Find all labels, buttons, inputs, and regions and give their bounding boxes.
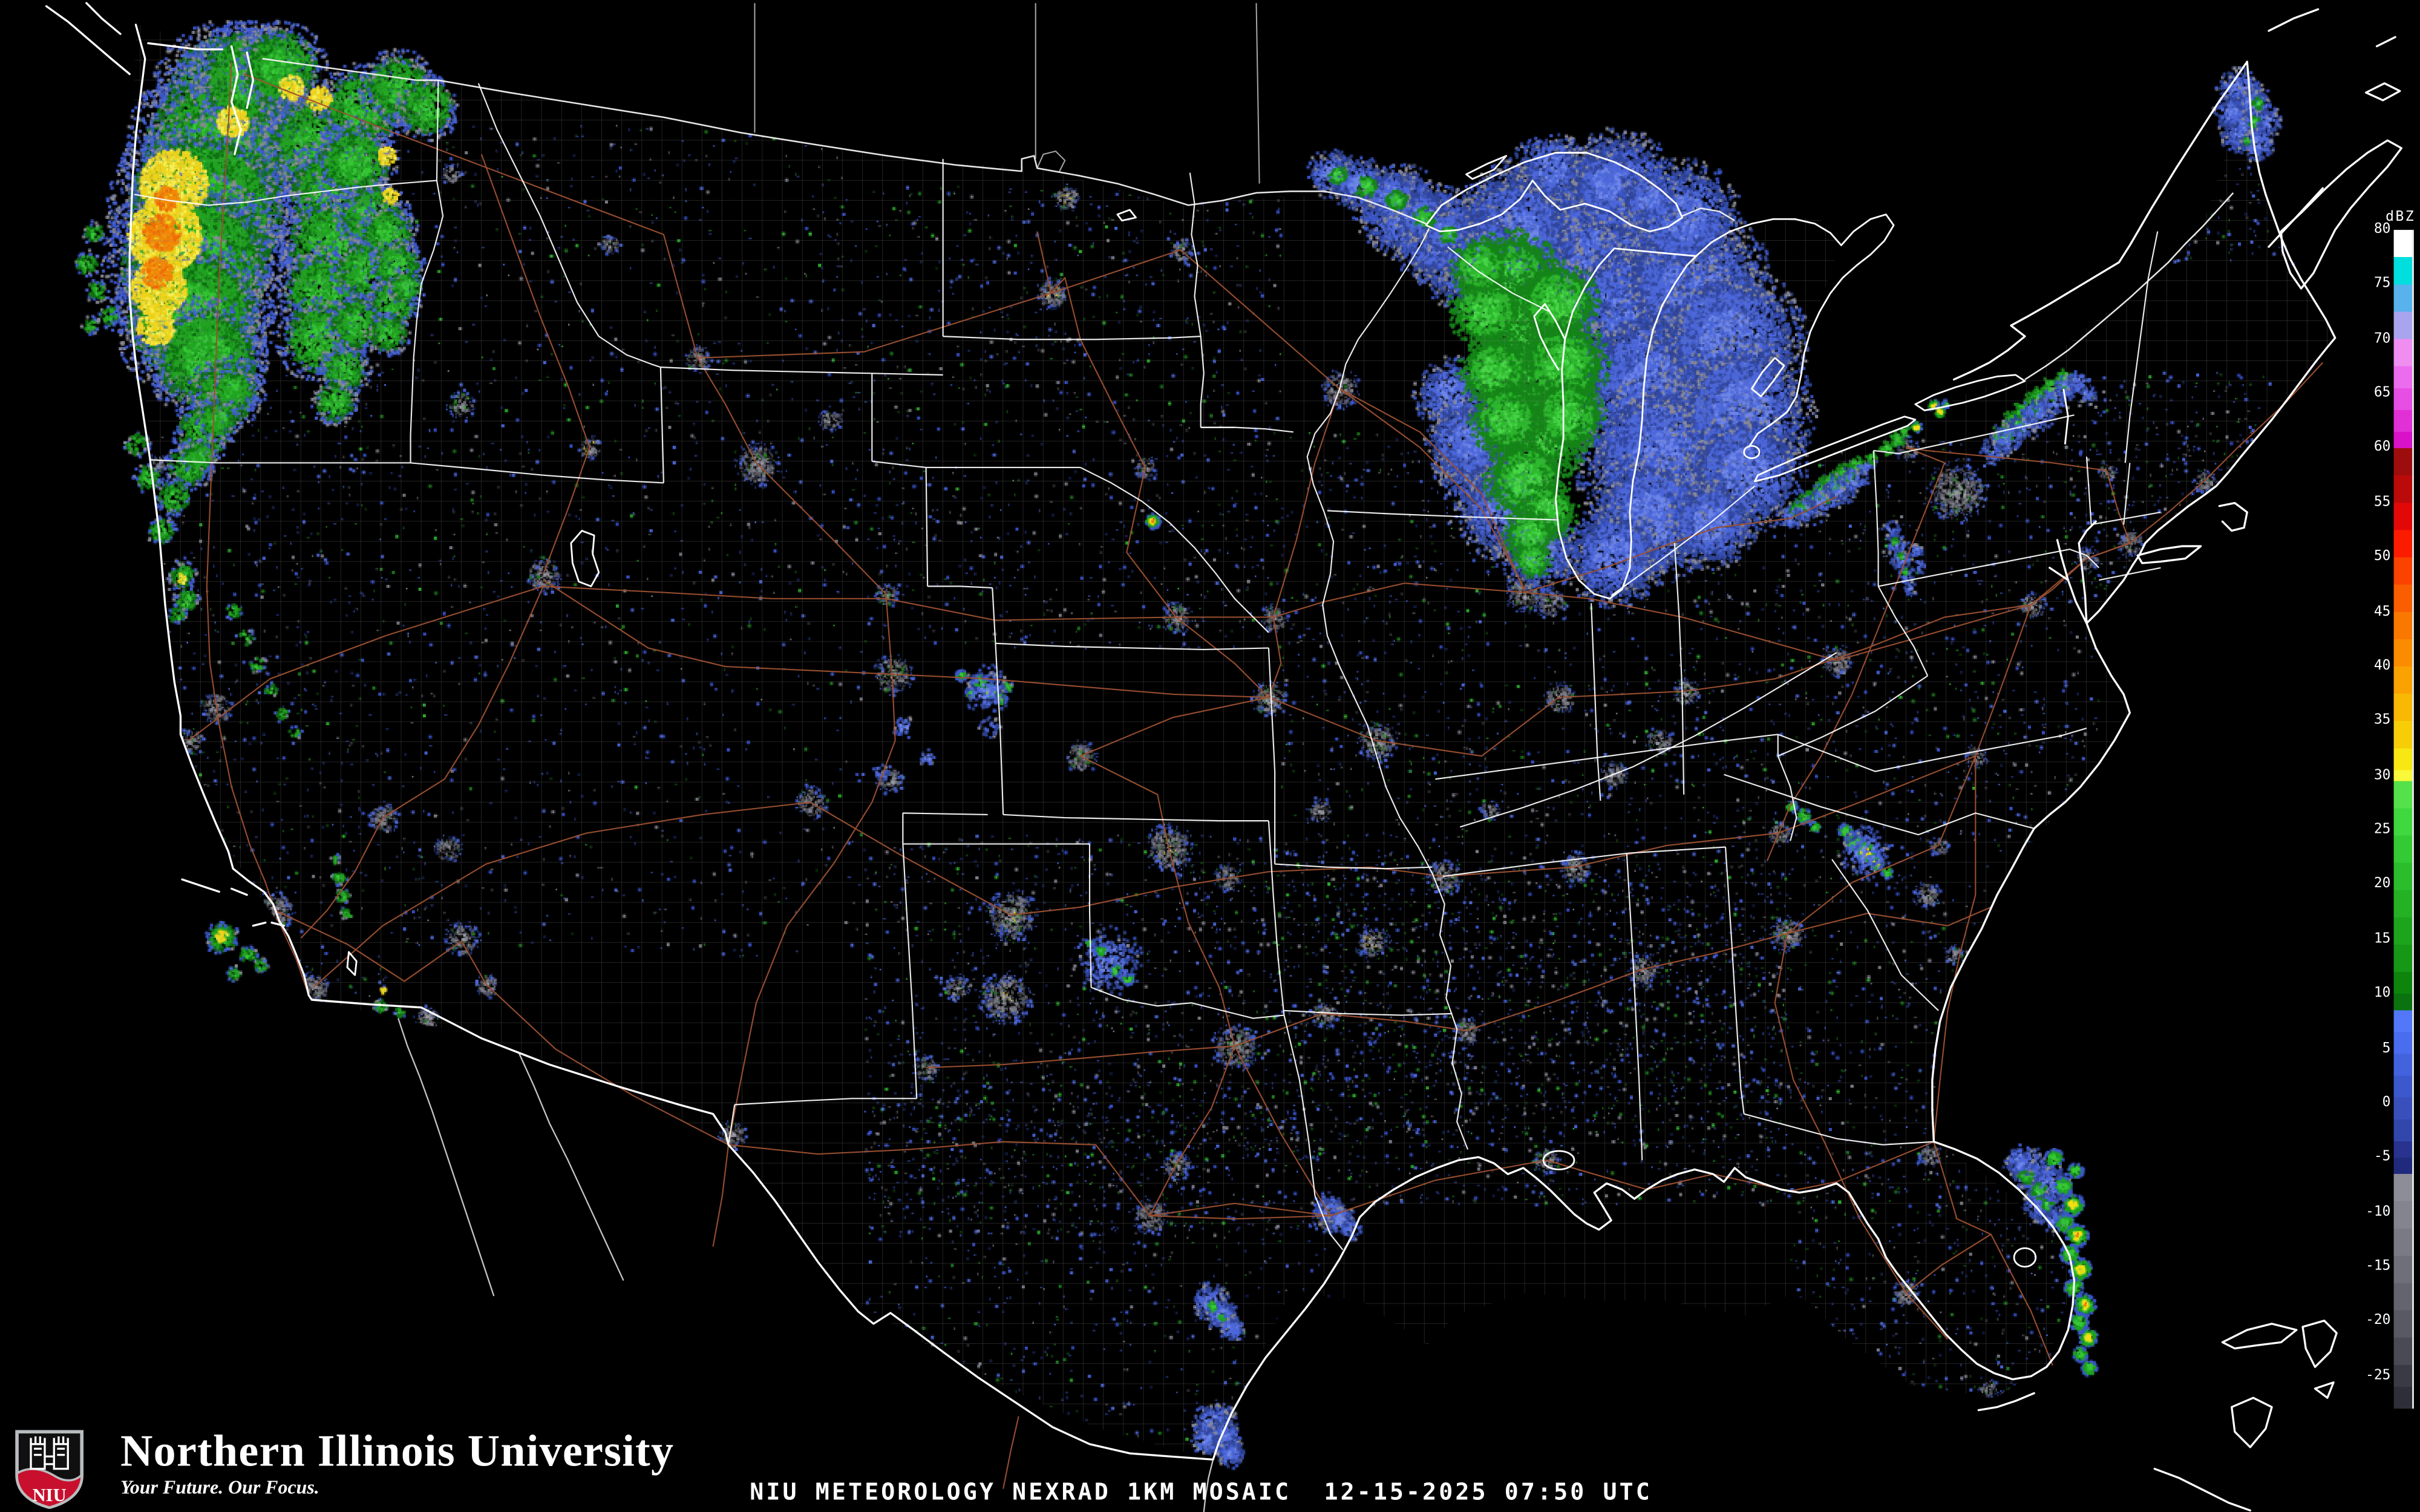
colorbar-title: dBZ bbox=[2386, 209, 2416, 226]
colorbar-tick: 75 bbox=[2373, 276, 2391, 293]
colorbar-tick: -5 bbox=[2373, 1150, 2391, 1165]
highways-layer bbox=[188, 61, 2324, 1489]
colorbar-tick: 80 bbox=[2373, 222, 2391, 238]
lakes bbox=[346, 152, 2069, 1268]
canada-borders bbox=[45, 2, 2403, 1512]
colorbar-tick: 10 bbox=[2373, 986, 2391, 1002]
castle-icon bbox=[30, 1436, 69, 1470]
colorbar-tick: -15 bbox=[2366, 1259, 2391, 1275]
colorbar-tick: 5 bbox=[2382, 1040, 2391, 1057]
colorbar-tick: 40 bbox=[2373, 659, 2391, 674]
colorbar-tick: 50 bbox=[2373, 549, 2391, 565]
colorbar-tick: 55 bbox=[2373, 495, 2391, 510]
colorbar-tick: 65 bbox=[2373, 386, 2391, 402]
university-tagline: Your Future. Our Focus. bbox=[120, 1476, 319, 1499]
footer-product: NIU METEOROLOGY NEXRAD 1KM MOSAIC bbox=[750, 1478, 1292, 1506]
colorbar-tick: 30 bbox=[2373, 767, 2391, 784]
colorbar-tick: 70 bbox=[2373, 331, 2391, 347]
university-wordmark: Northern Illinois University bbox=[120, 1427, 675, 1477]
shield-monogram: NIU bbox=[33, 1485, 67, 1505]
colorbar-tick: 45 bbox=[2373, 604, 2391, 620]
mexico-lines bbox=[397, 1018, 1214, 1512]
footer-time: 07:50 UTC bbox=[1504, 1478, 1652, 1506]
shield-red-field bbox=[16, 1468, 83, 1509]
colorbar-tick: 35 bbox=[2373, 713, 2391, 729]
footer-date: 12-15-2025 bbox=[1324, 1478, 1488, 1506]
footer-title: NIU METEOROLOGY NEXRAD 1KM MOSAIC 12-15-… bbox=[750, 1478, 1652, 1506]
colorbar-tick: -20 bbox=[2366, 1313, 2391, 1329]
niu-shield-logo: NIU bbox=[15, 1430, 84, 1509]
colorbar-tick: -25 bbox=[2366, 1368, 2391, 1384]
colorbar-tick: 0 bbox=[2382, 1095, 2391, 1111]
colorbar-tick: 20 bbox=[2373, 877, 2391, 893]
colorbar-tick: 15 bbox=[2373, 931, 2391, 947]
coastline bbox=[128, 24, 2337, 1461]
colorbar-tick: 25 bbox=[2373, 822, 2391, 838]
niu-branding: NIU Northern Illinois University Your Fu… bbox=[12, 1429, 674, 1509]
colorbar-tick: -10 bbox=[2366, 1204, 2391, 1220]
colorbar-tick: 60 bbox=[2373, 440, 2391, 456]
colorbar-gradient bbox=[2393, 230, 2414, 1409]
state-borders bbox=[134, 80, 2161, 1250]
